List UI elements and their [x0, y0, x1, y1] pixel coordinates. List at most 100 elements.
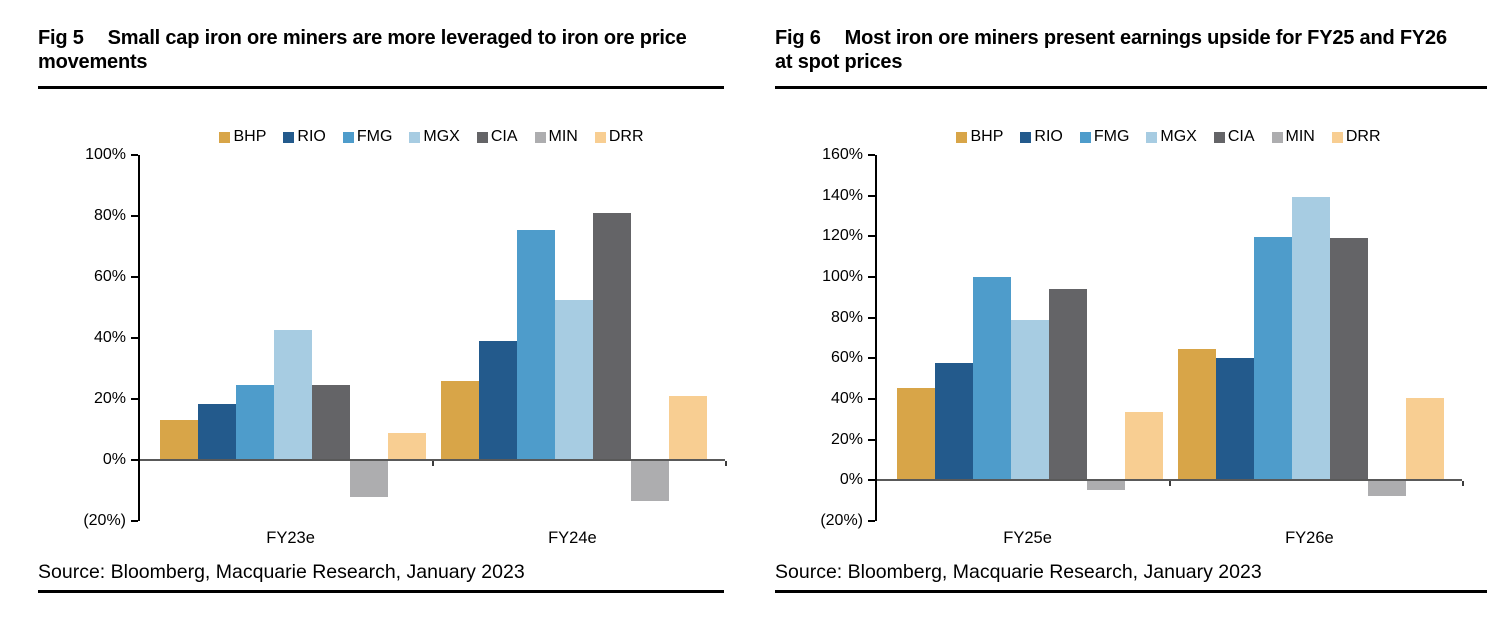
source-note: Source: Bloomberg, Macquarie Research, J… — [38, 561, 525, 583]
bar-bhp-fy26e — [1178, 349, 1217, 481]
bar-cia-fy25e — [1048, 289, 1087, 481]
legend-swatch-icon — [476, 131, 488, 143]
bar-bhp-fy24e — [441, 380, 480, 460]
y-axis-tick — [131, 398, 138, 400]
legend-label: DRR — [608, 128, 644, 145]
legend-item-cia: CIA — [1213, 128, 1255, 146]
bar-fmg-fy25e — [972, 277, 1011, 481]
y-axis-tick — [868, 438, 875, 441]
bar-chart-fig5: BHP RIO FMG MGX CIA MIN DRR 100% 80% 60% 40% 20% 0%… — [38, 127, 727, 557]
legend-item-fmg: FMG — [1079, 128, 1130, 146]
y-axis-tick-label: 20% — [93, 390, 126, 407]
y-axis-tick-label: 60% — [830, 349, 863, 367]
legend-swatch-icon — [594, 131, 606, 143]
bar-chart-fig6: BHP RIO FMG MGX CIA MIN DRR 160% 140% 120% 100% 80… — [775, 127, 1464, 557]
y-axis-tick — [868, 154, 875, 156]
legend-label: FMG — [1093, 128, 1130, 145]
bar-min-fy26e — [1368, 480, 1407, 496]
bar-rio-fy26e — [1216, 358, 1255, 481]
y-axis-tick-label: 100% — [85, 146, 126, 163]
y-axis-tick-label: 80% — [830, 308, 863, 326]
y-axis-tick — [131, 215, 138, 217]
figure-title-text: Most iron ore miners present earnings up… — [775, 27, 1447, 73]
y-axis-tick-label: 60% — [93, 268, 126, 285]
y-axis-tick — [131, 154, 138, 156]
bar-drr-fy24e — [669, 395, 708, 460]
legend-item-bhp: BHP — [219, 128, 266, 146]
y-axis-tick-label: 40% — [830, 390, 863, 407]
bar-mgx-fy25e — [1010, 319, 1049, 481]
source-divider — [38, 590, 724, 593]
legend-label: BHP — [970, 128, 1004, 145]
y-axis-tick — [131, 276, 138, 278]
legend-item-fmg: FMG — [342, 128, 392, 146]
source-note: Source: Bloomberg, Macquarie Research, J… — [775, 561, 1262, 583]
bar-fmg-fy23e — [235, 385, 274, 460]
bar-fmg-fy24e — [517, 229, 556, 460]
bar-cia-fy23e — [311, 385, 350, 460]
y-axis-tick — [868, 235, 875, 238]
bar-min-fy24e — [631, 460, 670, 502]
bar-drr-fy26e — [1406, 397, 1445, 481]
y-axis-tick-label: 20% — [830, 430, 863, 448]
title-divider — [38, 86, 724, 89]
chart-legend: BHP RIO FMG MGX CIA MIN DRR — [875, 127, 1462, 147]
legend-item-mgx: MGX — [409, 128, 460, 146]
y-axis-tick-label: 160% — [822, 146, 863, 163]
legend-label: DRR — [1345, 128, 1381, 145]
bar-mgx-fy26e — [1292, 196, 1331, 481]
legend-label: RIO — [1034, 128, 1063, 145]
bar-bhp-fy25e — [896, 387, 935, 481]
legend-swatch-icon — [342, 131, 354, 143]
legend-swatch-icon — [409, 131, 421, 143]
y-axis-tick — [868, 316, 875, 319]
chart-legend: BHP RIO FMG MGX CIA MIN DRR — [138, 127, 725, 147]
legend-swatch-icon — [219, 131, 231, 143]
figure-number: Fig 6 — [775, 27, 821, 49]
legend-label: BHP — [233, 128, 267, 145]
x-axis-category-label: FY25e — [1003, 529, 1052, 547]
bar-mgx-fy23e — [273, 330, 312, 460]
y-axis-tick-label: (20%) — [83, 512, 126, 529]
y-axis-tick-label: 100% — [822, 268, 863, 285]
legend-swatch-icon — [956, 131, 968, 143]
legend-label: CIA — [1227, 128, 1255, 145]
legend-swatch-icon — [1213, 131, 1225, 143]
x-axis-category-label: FY26e — [1285, 529, 1334, 547]
legend-label: MGX — [423, 128, 460, 145]
x-axis-tick — [725, 461, 727, 466]
figure-title-text: Small cap iron ore miners are more lever… — [38, 27, 687, 73]
legend-item-min: MIN — [1271, 128, 1315, 146]
x-axis-tick — [431, 461, 434, 466]
x-axis-category-label: FY24e — [548, 529, 597, 547]
y-axis-tick-label: (20%) — [820, 512, 863, 529]
legend-item-mgx: MGX — [1146, 128, 1197, 146]
legend-item-drr: DRR — [1331, 128, 1381, 146]
legend-label: RIO — [297, 128, 326, 145]
y-axis-tick — [868, 276, 875, 278]
plot-area — [131, 154, 727, 522]
legend-swatch-icon — [1271, 131, 1283, 143]
y-axis-tick-label: 80% — [93, 207, 126, 224]
figure-title: Fig 5 Small cap iron ore miners are more … — [38, 26, 718, 74]
bar-rio-fy25e — [934, 363, 973, 481]
legend-item-cia: CIA — [476, 128, 518, 146]
y-axis-tick-label: 40% — [93, 329, 126, 346]
legend-label: MIN — [548, 128, 578, 145]
bar-bhp-fy23e — [159, 420, 198, 460]
legend-swatch-icon — [1146, 131, 1158, 143]
x-axis-tick — [1168, 481, 1171, 487]
legend-swatch-icon — [1020, 131, 1032, 143]
figure-number: Fig 5 — [38, 27, 84, 49]
x-axis-zero-line — [140, 459, 725, 461]
legend-item-rio: RIO — [1020, 128, 1063, 146]
legend-label: MIN — [1285, 128, 1315, 145]
figure-title: Fig 6 Most iron ore miners present earnin… — [775, 26, 1455, 74]
bar-min-fy23e — [349, 460, 388, 497]
bar-mgx-fy24e — [555, 299, 594, 460]
title-divider — [775, 86, 1487, 89]
figure-panel-fig6: Fig 6 Most iron ore miners present earnin… — [752, 0, 1504, 624]
legend-item-drr: DRR — [594, 128, 644, 146]
legend-swatch-icon — [1331, 131, 1343, 143]
